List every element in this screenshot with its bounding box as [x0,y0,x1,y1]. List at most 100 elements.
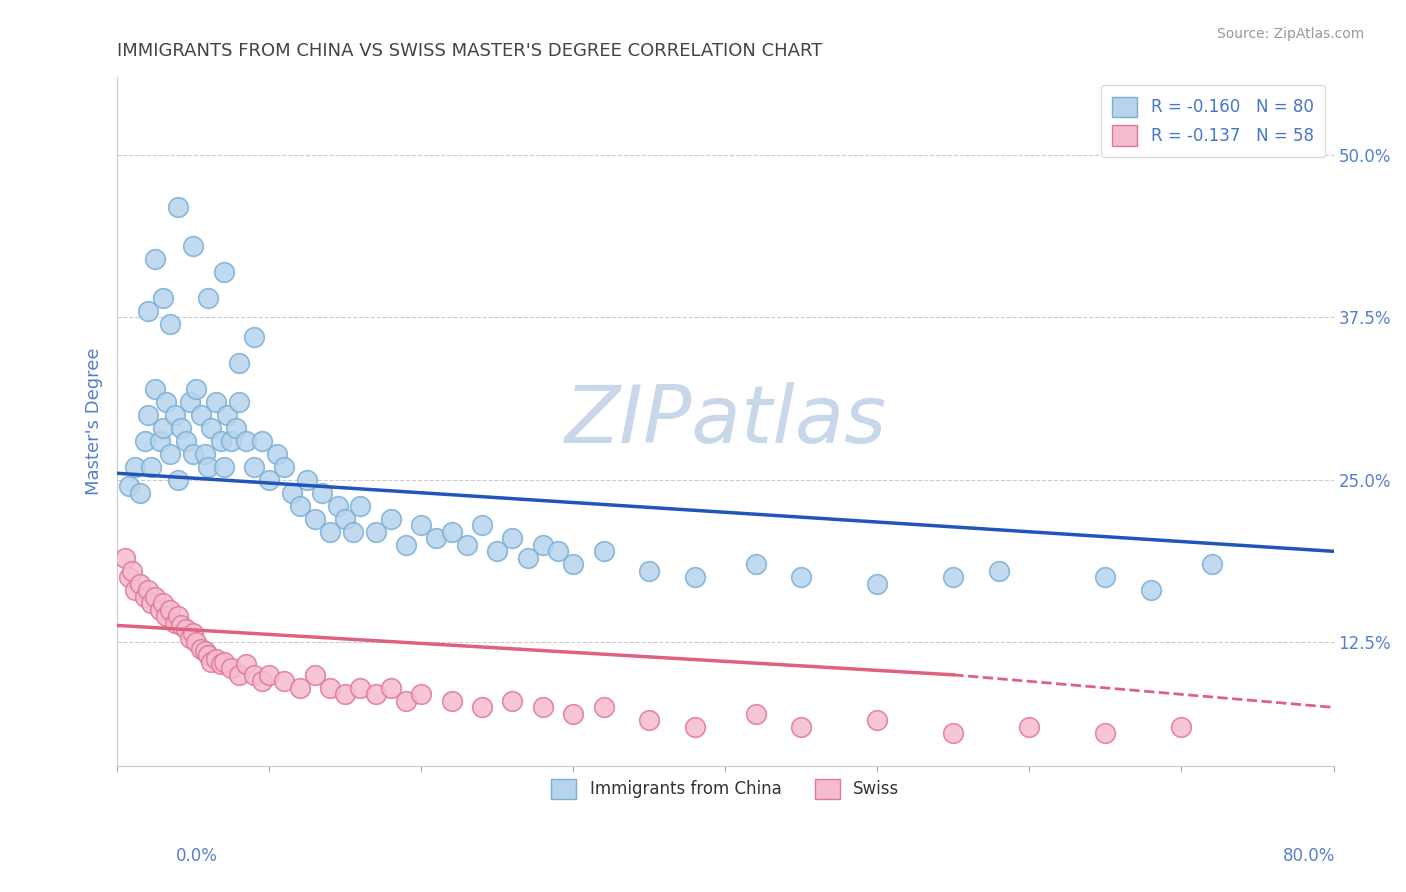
Point [281,485,304,500]
Point [319,524,342,539]
Point [155,394,177,409]
Point [149,603,172,617]
Point [440,524,463,539]
Point [114,550,136,565]
Point [143,382,166,396]
Point [349,499,371,513]
Point [1201,558,1223,572]
Point [790,570,813,584]
Point [159,603,181,617]
Point [181,238,204,252]
Point [531,538,554,552]
Point [167,609,190,624]
Point [273,674,295,689]
Point [866,577,889,591]
Point [139,596,162,610]
Point [335,512,357,526]
Point [683,570,706,584]
Point [304,668,326,682]
Point [179,394,201,409]
Point [335,687,357,701]
Point [502,694,524,708]
Point [215,408,238,422]
Point [471,518,494,533]
Point [167,473,190,487]
Point [440,694,463,708]
Point [411,518,433,533]
Point [250,434,273,448]
Point [235,434,257,448]
Point [395,694,418,708]
Point [790,720,813,734]
Point [342,524,364,539]
Point [174,434,197,448]
Point [486,544,509,558]
Point [228,668,250,682]
Text: ZIPatlas: ZIPatlas [564,383,886,460]
Point [288,499,311,513]
Point [121,564,143,578]
Point [243,668,266,682]
Point [502,531,524,545]
Text: IMMIGRANTS FROM CHINA VS SWISS MASTER'S DEGREE CORRELATION CHART: IMMIGRANTS FROM CHINA VS SWISS MASTER'S … [117,42,823,60]
Point [257,473,280,487]
Point [219,434,242,448]
Point [118,570,141,584]
Point [170,421,193,435]
Point [380,681,402,695]
Point [179,632,201,646]
Point [134,590,156,604]
Point [326,499,349,513]
Point [149,434,172,448]
Point [152,596,174,610]
Point [136,583,159,598]
Point [170,618,193,632]
Point [136,303,159,318]
Point [638,564,661,578]
Point [364,687,387,701]
Point [562,706,585,721]
Point [205,652,228,666]
Point [592,700,614,714]
Point [174,623,197,637]
Point [1140,583,1163,598]
Point [167,200,190,214]
Point [200,655,222,669]
Point [304,512,326,526]
Point [181,447,204,461]
Point [159,317,181,331]
Point [129,485,152,500]
Point [349,681,371,695]
Legend: Immigrants from China, Swiss: Immigrants from China, Swiss [544,772,905,805]
Point [250,674,273,689]
Point [547,544,569,558]
Point [228,356,250,370]
Point [194,447,217,461]
Point [395,538,418,552]
Point [562,558,585,572]
Point [200,421,222,435]
Text: Source: ZipAtlas.com: Source: ZipAtlas.com [1216,27,1364,41]
Point [134,434,156,448]
Point [136,408,159,422]
Point [181,626,204,640]
Point [212,459,235,474]
Point [297,473,319,487]
Point [745,706,768,721]
Point [266,447,288,461]
Point [942,570,965,584]
Point [225,421,247,435]
Point [212,655,235,669]
Point [152,421,174,435]
Point [638,714,661,728]
Point [235,657,257,672]
Point [186,635,208,649]
Text: 0.0%: 0.0% [176,847,218,865]
Point [592,544,614,558]
Point [186,382,208,396]
Point [516,550,538,565]
Point [273,459,295,474]
Point [205,394,228,409]
Point [139,459,162,474]
Point [364,524,387,539]
